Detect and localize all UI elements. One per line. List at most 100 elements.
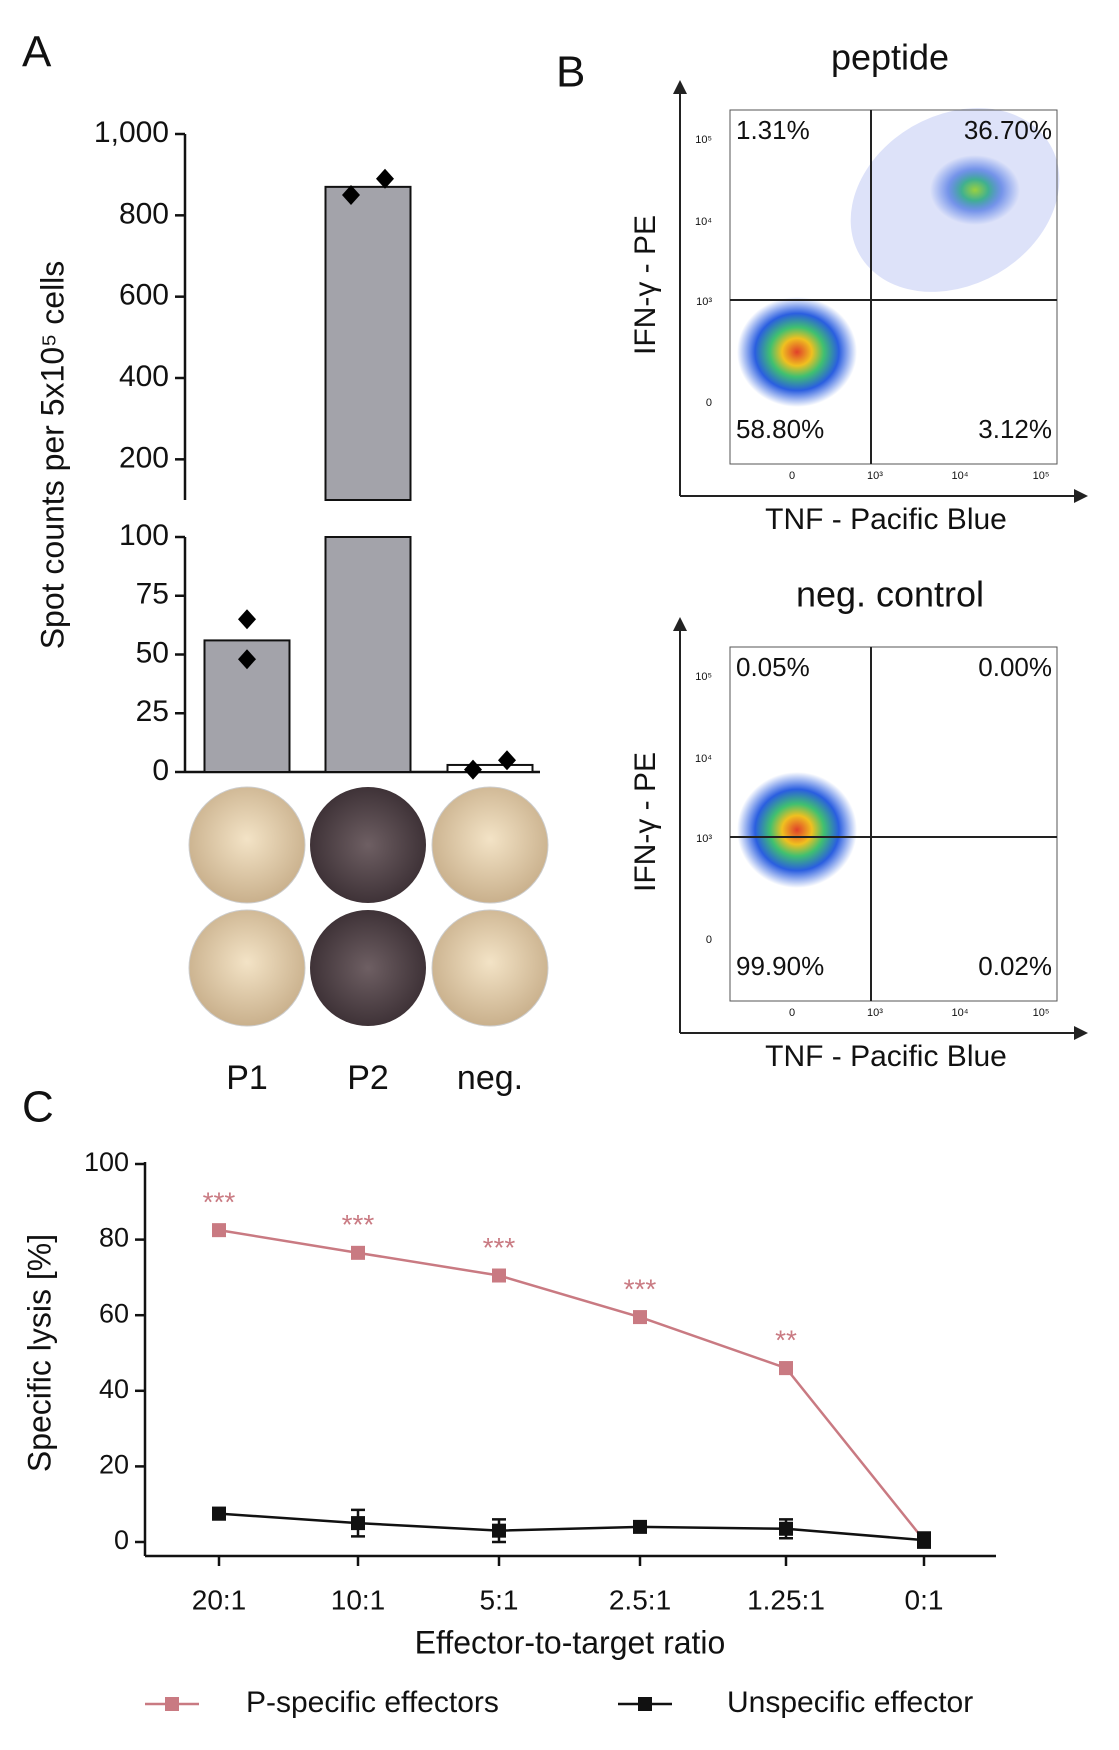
panel-label: B (556, 48, 585, 97)
legend-marker (165, 1697, 179, 1711)
x-tick-label: 10⁵ (1033, 470, 1050, 482)
data-point (351, 1516, 365, 1531)
x-tick-label: 0 (789, 470, 795, 482)
y-tick-label: 1,000 (94, 116, 169, 149)
y-tick-label: 10⁴ (695, 216, 712, 228)
x-axis-label: TNF - Pacific Blue (765, 1040, 1007, 1073)
y-tick-label: 100 (84, 1147, 129, 1177)
y-tick-label: 400 (119, 360, 169, 393)
data-point (492, 1523, 506, 1538)
legend-label: P-specific effectors (246, 1686, 499, 1719)
y-tick-label: 0 (706, 397, 712, 409)
data-point (464, 759, 482, 780)
y-tick-label: 25 (136, 695, 169, 728)
data-point (212, 1506, 226, 1521)
quadrant-percent: 0.05% (736, 652, 810, 682)
data-point (351, 1245, 365, 1260)
data-point (492, 1268, 506, 1283)
x-tick-label: 5:1 (480, 1584, 519, 1615)
plot-frame (729, 646, 1058, 1002)
quadrant-percent: 99.90% (736, 951, 824, 981)
y-tick-label: 60 (99, 1298, 129, 1328)
arrow (1074, 1026, 1088, 1040)
x-tick-label: neg. (457, 1059, 523, 1097)
x-axis-label: TNF - Pacific Blue (765, 503, 1007, 536)
x-tick-label: 2.5:1 (609, 1584, 671, 1615)
y-tick-label: 40 (99, 1374, 129, 1404)
x-tick-label: 10³ (867, 470, 883, 482)
plot-title: neg. control (796, 574, 984, 615)
series-line (218, 1512, 925, 1542)
y-tick-label: 200 (119, 441, 169, 474)
x-tick-label: 0 (789, 1007, 795, 1019)
x-tick-label: 10³ (867, 1007, 883, 1019)
significance-label: *** (203, 1187, 236, 1218)
x-tick-label: 10⁴ (952, 1007, 969, 1019)
panel-label: A (22, 28, 52, 77)
data-point (633, 1519, 647, 1534)
y-tick-label: 10⁵ (695, 134, 712, 146)
data-point (238, 649, 256, 670)
y-tick-label: 600 (119, 279, 169, 312)
y-axis-label: IFN-γ - PE (629, 752, 662, 892)
y-axis-label: Specific lysis [%] (21, 1234, 57, 1472)
arrow (1074, 489, 1088, 503)
plot-title: peptide (831, 37, 949, 78)
x-tick-label: 20:1 (192, 1584, 247, 1615)
significance-label: *** (342, 1209, 375, 1240)
data-point (238, 609, 256, 630)
y-tick-label: 800 (119, 197, 169, 230)
y-tick-label: 100 (119, 519, 169, 552)
arrow (673, 80, 687, 94)
data-point (376, 168, 394, 189)
significance-label: ** (775, 1325, 797, 1356)
bar (324, 536, 412, 773)
x-tick-label: 0:1 (905, 1584, 944, 1615)
series-line (218, 1228, 925, 1541)
significance-label: *** (483, 1232, 516, 1263)
bar (324, 185, 412, 501)
y-tick-label: 80 (99, 1223, 129, 1253)
data-point (342, 185, 360, 205)
arrow (673, 617, 687, 631)
data-point (779, 1361, 793, 1376)
x-tick-label: 10⁵ (1033, 1007, 1050, 1019)
y-tick-label: 0 (152, 754, 169, 787)
x-tick-label: 10:1 (331, 1584, 386, 1615)
quadrant-percent: 1.31% (736, 115, 810, 145)
density-cloud (737, 108, 1060, 888)
y-tick-label: 10⁴ (695, 753, 712, 765)
y-tick-label: 10⁵ (695, 671, 712, 683)
significance-label: *** (624, 1273, 657, 1304)
y-tick-label: 0 (706, 934, 712, 946)
plot-frame (729, 109, 1058, 465)
panel-label: C (22, 1083, 54, 1132)
y-tick-label: 10³ (696, 296, 712, 308)
quadrant-percent: 0.02% (978, 951, 1052, 981)
data-point (212, 1223, 226, 1238)
y-axis-label: Spot counts per 5x10⁵ cells (34, 261, 70, 650)
x-tick-label: P2 (347, 1059, 389, 1097)
data-point (779, 1521, 793, 1536)
quadrant-percent: 58.80% (736, 414, 824, 444)
quadrant-percent: 3.12% (978, 414, 1052, 444)
x-axis-label: Effector-to-target ratio (415, 1624, 726, 1660)
legend-label: Unspecific effector (727, 1686, 973, 1719)
data-point (917, 1533, 931, 1548)
x-tick-label: P1 (226, 1059, 268, 1097)
y-tick-label: 10³ (696, 833, 712, 845)
legend-marker (638, 1697, 652, 1711)
x-tick-label: 1.25:1 (747, 1584, 825, 1615)
quadrant-percent: 36.70% (964, 115, 1052, 145)
y-axis-label: IFN-γ - PE (629, 215, 662, 355)
y-tick-label: 0 (114, 1525, 129, 1555)
data-point (633, 1310, 647, 1325)
y-tick-label: 75 (136, 578, 169, 611)
elispot-wells (188, 786, 549, 1027)
quadrant-percent: 0.00% (978, 652, 1052, 682)
data-point (498, 750, 516, 771)
y-tick-label: 50 (136, 636, 169, 669)
x-tick-label: 10⁴ (952, 470, 969, 482)
y-tick-label: 20 (99, 1450, 129, 1480)
